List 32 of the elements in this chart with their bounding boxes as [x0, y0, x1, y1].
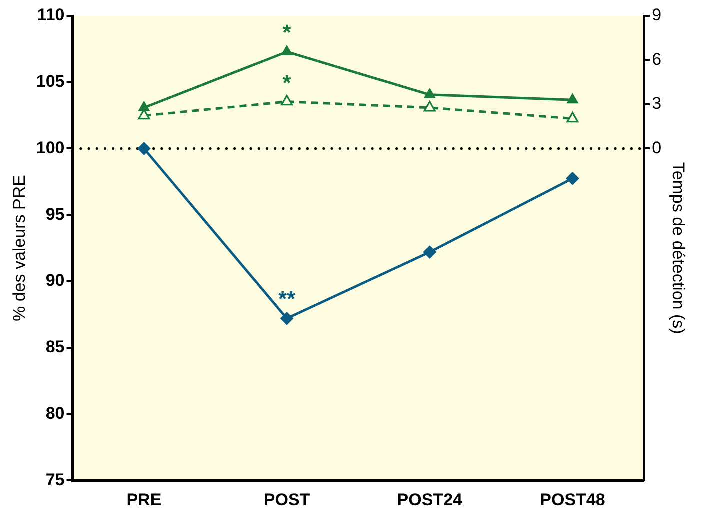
annotation: * [282, 70, 292, 96]
point [138, 142, 151, 156]
point [280, 312, 294, 326]
y2-tick-label: 3 [652, 94, 662, 114]
y-tick-label: 105 [36, 72, 65, 92]
y-tick-label: 80 [46, 404, 65, 423]
y-tick-label: 75 [46, 470, 65, 490]
y-tick-label: 90 [46, 271, 65, 290]
y2-axis-title: Temps de détection (s) [669, 162, 688, 334]
point [424, 88, 436, 98]
point [281, 45, 293, 56]
annotation: ** [278, 286, 296, 312]
point [424, 101, 436, 112]
y-axis-title: % des valeurs PRE [10, 175, 29, 322]
y2-tick-label: 6 [652, 50, 662, 69]
point [566, 112, 579, 123]
y2-tick-label: 0 [652, 138, 662, 158]
annotation: * [282, 20, 292, 45]
x-tick-label: PRE [126, 490, 162, 510]
point [423, 246, 436, 259]
point [567, 94, 578, 104]
x-tick-label: POST48 [540, 490, 606, 510]
x-tick-label: POST [264, 490, 311, 510]
y-tick-label: 85 [46, 338, 65, 357]
y-tick-label: 100 [36, 138, 65, 158]
y-tick-label: 95 [46, 204, 65, 224]
point [138, 101, 150, 112]
x-tick-label: POST24 [397, 490, 464, 510]
point [281, 95, 294, 106]
point [566, 172, 580, 186]
y2-tick-label: 9 [652, 6, 662, 25]
y-tick-label: 110 [37, 6, 65, 25]
